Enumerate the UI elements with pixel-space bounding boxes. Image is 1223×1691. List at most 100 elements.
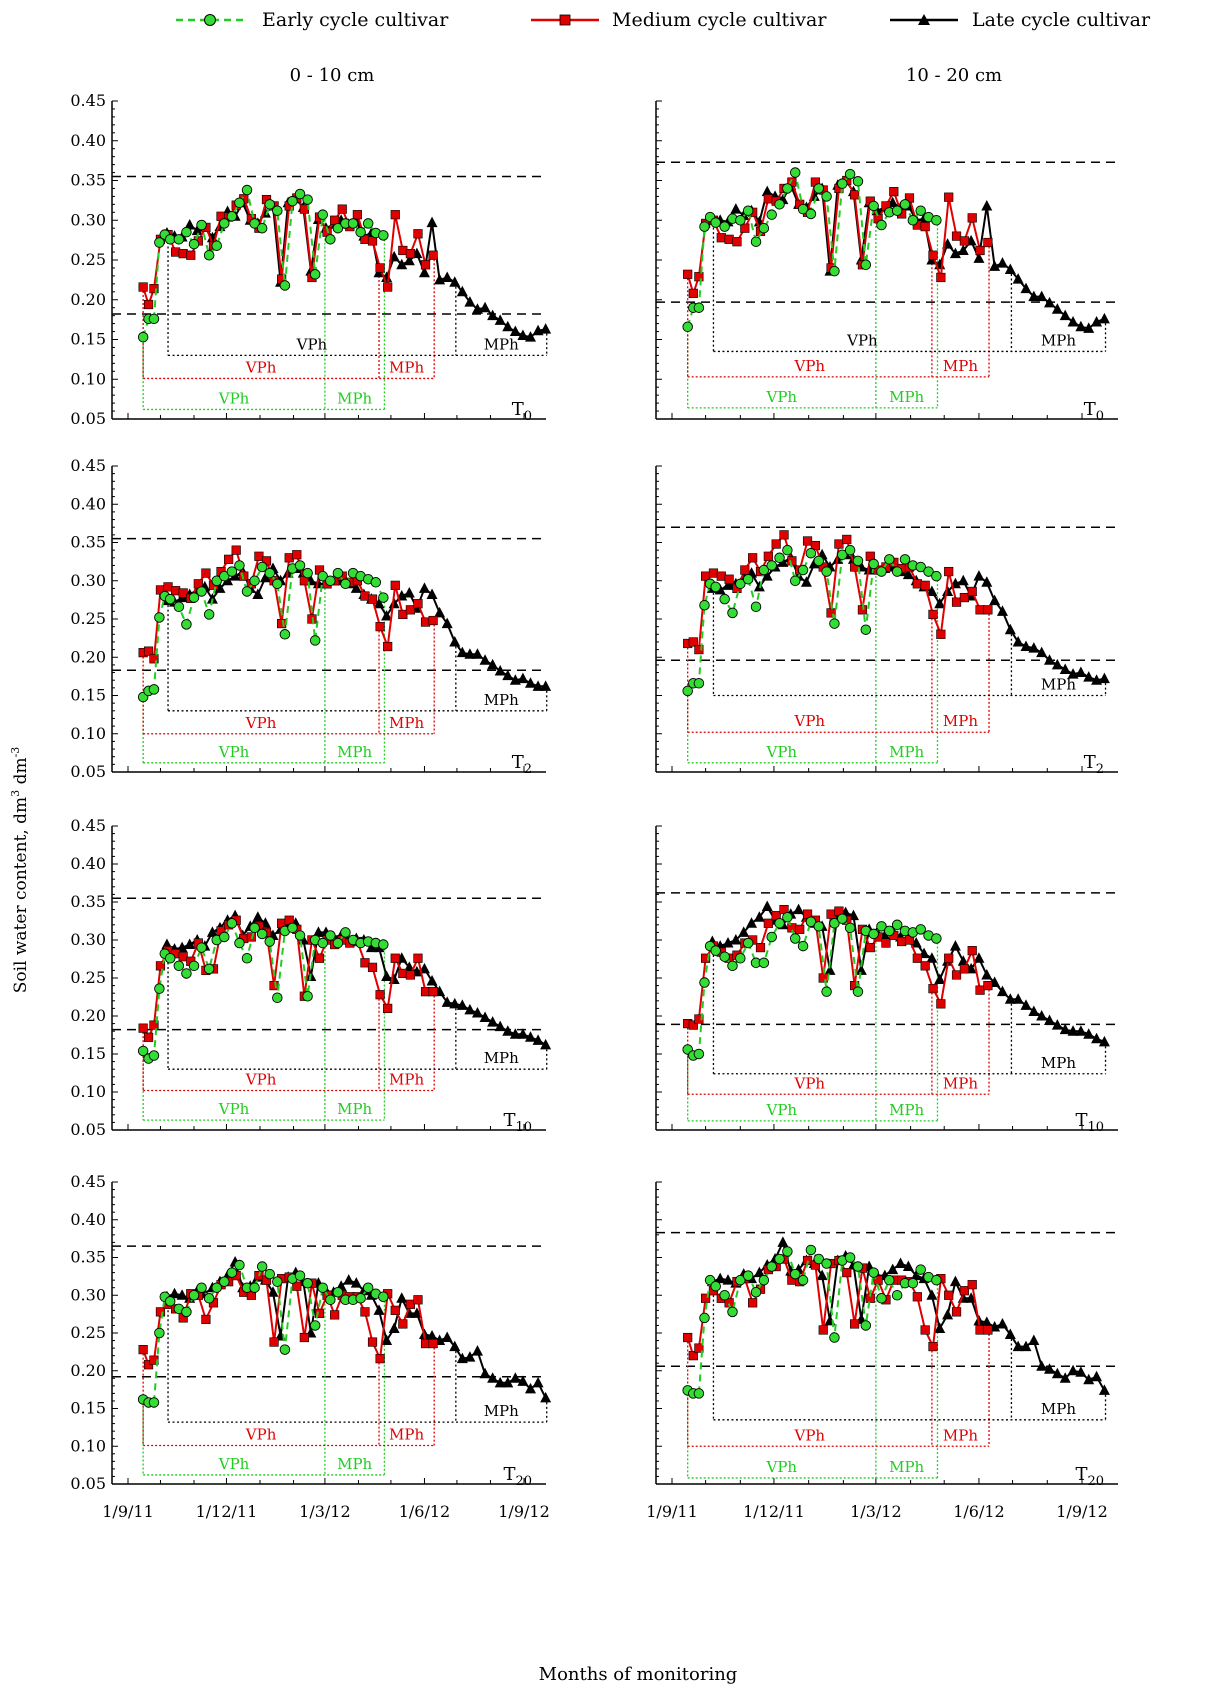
- data-point: [876, 1293, 887, 1304]
- y-tick-label: 0.25: [70, 1323, 106, 1342]
- data-point: [881, 938, 891, 948]
- data-point: [699, 221, 710, 232]
- data-point: [688, 637, 698, 647]
- data-point: [829, 265, 840, 277]
- data-point: [340, 578, 351, 590]
- data-point: [1067, 316, 1079, 327]
- data-point: [902, 568, 914, 580]
- data-point: [309, 269, 321, 280]
- y-tick-label: 0.05: [70, 762, 106, 781]
- data-point: [173, 960, 185, 972]
- data-point: [912, 953, 922, 963]
- data-point: [154, 237, 165, 248]
- data-point: [413, 1295, 423, 1305]
- data-point: [256, 1261, 268, 1272]
- data-point: [915, 561, 926, 573]
- data-point: [350, 1277, 362, 1288]
- data-point: [931, 570, 942, 582]
- phase-bracket-late: MPh: [167, 1296, 548, 1423]
- y-tick-label: 0.45: [70, 1172, 106, 1191]
- data-point: [1059, 1372, 1071, 1383]
- y-tick-label: 0.05: [70, 409, 106, 428]
- data-point: [834, 539, 844, 549]
- panel-10-20cm-T2: VPh MPh VPh MPh MPh T2: [655, 465, 1118, 777]
- data-point: [155, 961, 166, 971]
- data-point: [805, 1244, 817, 1256]
- data-point: [688, 1351, 698, 1361]
- data-point: [325, 234, 336, 245]
- data-point: [149, 284, 159, 294]
- data-point: [309, 1320, 321, 1331]
- data-point: [203, 1293, 215, 1304]
- data-point: [449, 1340, 461, 1352]
- data-point: [852, 176, 864, 187]
- data-point: [509, 1372, 521, 1383]
- data-point: [996, 1317, 1008, 1329]
- data-point: [352, 210, 362, 220]
- data-point: [740, 565, 750, 575]
- data-point: [959, 964, 969, 974]
- data-point: [735, 952, 746, 964]
- column-header-10-20cm: 10 - 20 cm: [906, 65, 1002, 86]
- data-point: [996, 605, 1008, 616]
- treatment-label: T2: [1084, 752, 1104, 777]
- series-line: [142, 1263, 384, 1404]
- data-point: [942, 585, 954, 596]
- data-point: [891, 1289, 903, 1301]
- phase-label-vegetative: VPh: [245, 1070, 277, 1088]
- data-point: [1075, 1366, 1087, 1377]
- data-point: [742, 1270, 754, 1281]
- data-point: [456, 285, 468, 297]
- data-point: [981, 199, 993, 211]
- data-point: [693, 1388, 705, 1399]
- data-point: [365, 941, 377, 953]
- x-tick-label: 1/9/11: [102, 1502, 154, 1521]
- data-point: [1059, 309, 1071, 321]
- data-point: [373, 597, 385, 609]
- data-point: [203, 609, 215, 620]
- data-point: [748, 553, 758, 563]
- data-point: [396, 258, 408, 270]
- data-point: [693, 678, 705, 689]
- data-point: [381, 1334, 393, 1346]
- phase-label-vegetative: VPh: [218, 389, 250, 407]
- series-medium: [138, 193, 438, 310]
- series-early: [682, 167, 942, 333]
- data-point: [722, 937, 734, 948]
- data-point: [1098, 312, 1110, 324]
- data-point: [989, 594, 1001, 606]
- data-point: [155, 1307, 166, 1317]
- data-point: [347, 218, 359, 229]
- data-point: [907, 214, 919, 226]
- data-point: [383, 641, 393, 652]
- data-point: [148, 684, 160, 695]
- data-point: [252, 911, 264, 922]
- data-point: [742, 937, 754, 949]
- data-point: [876, 921, 887, 932]
- series-medium: [138, 545, 438, 664]
- data-point: [805, 547, 817, 559]
- y-tick-label: 0.20: [70, 1361, 106, 1380]
- series-early: [682, 544, 942, 697]
- data-point: [842, 534, 852, 545]
- series-early: [137, 1259, 389, 1408]
- data-point: [782, 183, 793, 194]
- data-point: [771, 539, 781, 549]
- y-tick-label: 0.15: [70, 686, 106, 705]
- data-point: [396, 1292, 408, 1303]
- y-tick-label: 0.10: [70, 369, 106, 388]
- data-point: [710, 945, 721, 956]
- data-point: [891, 919, 903, 931]
- data-point: [502, 669, 514, 681]
- data-point: [188, 592, 200, 603]
- data-point: [789, 1268, 801, 1280]
- data-point: [766, 931, 777, 943]
- y-tick-label: 0.25: [70, 609, 106, 628]
- data-point: [797, 940, 809, 952]
- data-point: [821, 566, 832, 577]
- data-point: [294, 188, 306, 200]
- data-point: [774, 199, 785, 210]
- legend-label-late: Late cycle cultivar: [972, 9, 1151, 31]
- data-point: [234, 560, 245, 571]
- data-point: [1028, 1005, 1040, 1016]
